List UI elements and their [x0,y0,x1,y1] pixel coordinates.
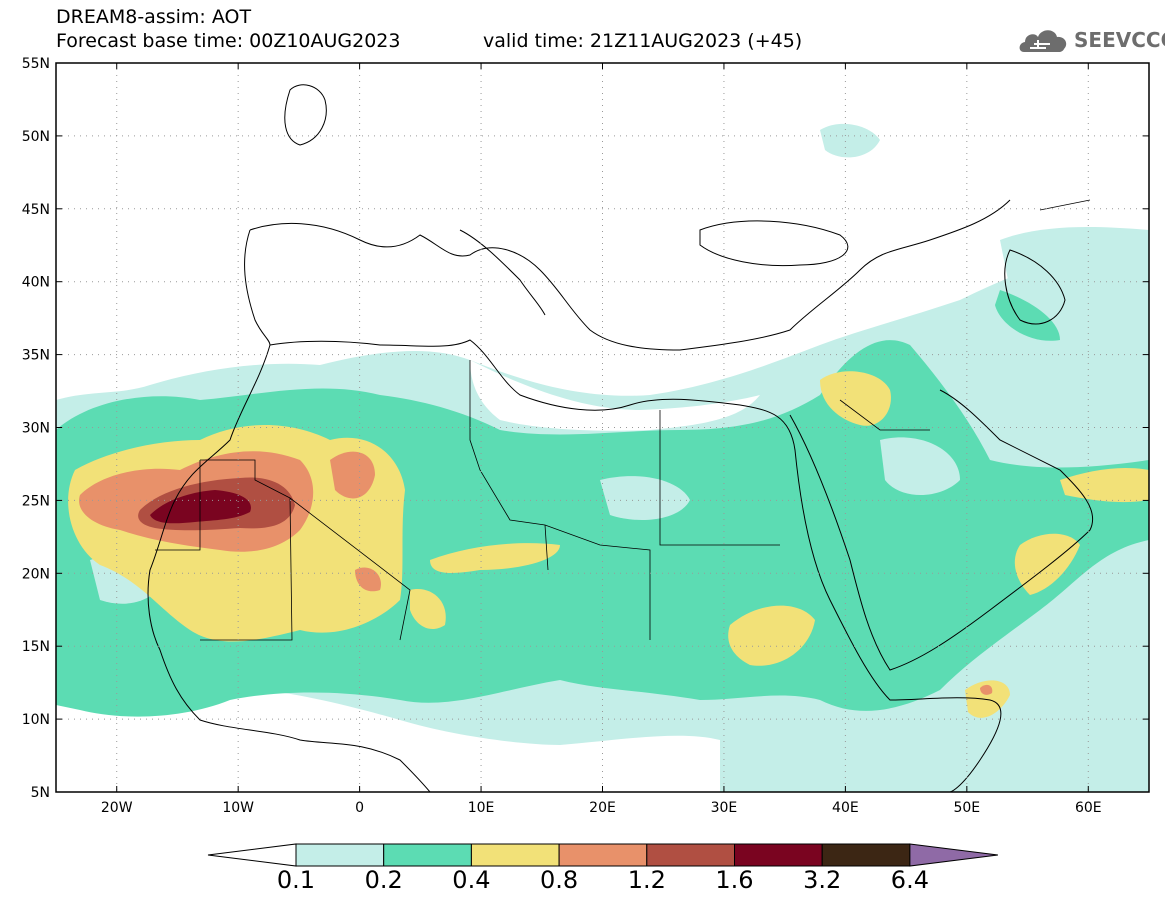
africa-coastline [147,339,1002,792]
colorbar-level-label: 0.4 [452,866,491,894]
colorbar-level-label: 6.4 [890,866,929,894]
colorbar-segment [646,843,735,867]
lat-label: 10N [22,712,50,728]
lat-label: 35N [22,348,50,364]
colorbar-level-label: 0.8 [540,866,579,894]
colorbar-above-arrow [909,843,998,867]
aot-0.4-region [1014,533,1080,595]
lat-label: 30N [22,421,50,437]
colorbar-segment [734,843,823,867]
colorbar-level-label: 1.2 [627,866,666,894]
black-sea-coastline [699,220,849,267]
lat-label: 20N [22,566,50,582]
colorbar-level-label: 0.2 [364,866,403,894]
latitude-labels: 55N 50N 45N 40N 35N 30N 25N 20N 15N 10N 5N [22,56,50,801]
logo-text: SEEVCCC [1074,28,1165,52]
lat-label: 50N [22,129,50,145]
colorbar-level-label: 0.1 [276,866,316,894]
colorbar-segment [558,843,648,867]
aot-0.1-region [1000,227,1149,302]
map-ticks [56,62,1149,793]
lat-label: 15N [22,639,50,655]
aot-0.4-region [965,680,1010,718]
lat-label: 45N [22,202,50,218]
seevccc-logo: SEEVCCC [1016,22,1165,58]
colorbar-segment [821,843,911,867]
aot-0.8-region [330,451,375,499]
map-grid [56,63,1149,792]
aot-field [56,123,1149,792]
aot-0.2-region [995,290,1060,341]
colorbar-below-arrow [207,843,297,867]
colorbar-level-label: 3.2 [803,866,842,894]
aot-0.4-region [728,605,815,666]
aot-0.4-region [410,589,446,630]
lon-label: 10W [222,800,254,816]
lon-label: 40E [832,800,859,816]
aot-1.6-region [150,490,251,524]
aot-0.4-region [430,543,560,573]
britain-coastline [284,84,327,146]
italy-coastline [459,229,546,316]
lat-label: 5N [31,785,50,801]
coastlines [147,84,1094,792]
arabia-coastline [789,389,1094,671]
forecast-base-time: Forecast base time: 00Z10AUG2023 [56,30,401,52]
lat-label: 40N [22,275,50,291]
cloud-icon [1019,30,1067,52]
caspian-coastline [1004,249,1066,325]
country-borders [155,199,1091,641]
lon-label: 20W [101,800,133,816]
lat-label: 25N [22,493,50,509]
colorbar-segment [295,843,385,867]
lat-label: 55N [22,56,50,72]
europe-coastline [244,199,1011,351]
colorbar-level-label: 1.6 [715,866,754,894]
colorbar-segment [383,843,472,867]
lon-label: 20E [589,800,616,816]
aot-0.4-region [820,371,891,426]
colorbar-segment [470,843,560,867]
lon-label: 10E [468,800,495,816]
longitude-labels: 20W 10W 0 10E 20E 30E 40E 50E 60E [101,800,1102,816]
valid-time: valid time: 21Z11AUG2023 (+45) [483,30,803,52]
aot-0.1-region [820,123,880,158]
lon-label: 60E [1075,800,1102,816]
lon-label: 50E [953,800,980,816]
colorbar [207,843,998,867]
aot-0.8-region [980,684,993,695]
lon-label: 30E [711,800,738,816]
map-title: DREAM8-assim: AOT [56,6,252,28]
lon-label: 0 [355,800,364,816]
